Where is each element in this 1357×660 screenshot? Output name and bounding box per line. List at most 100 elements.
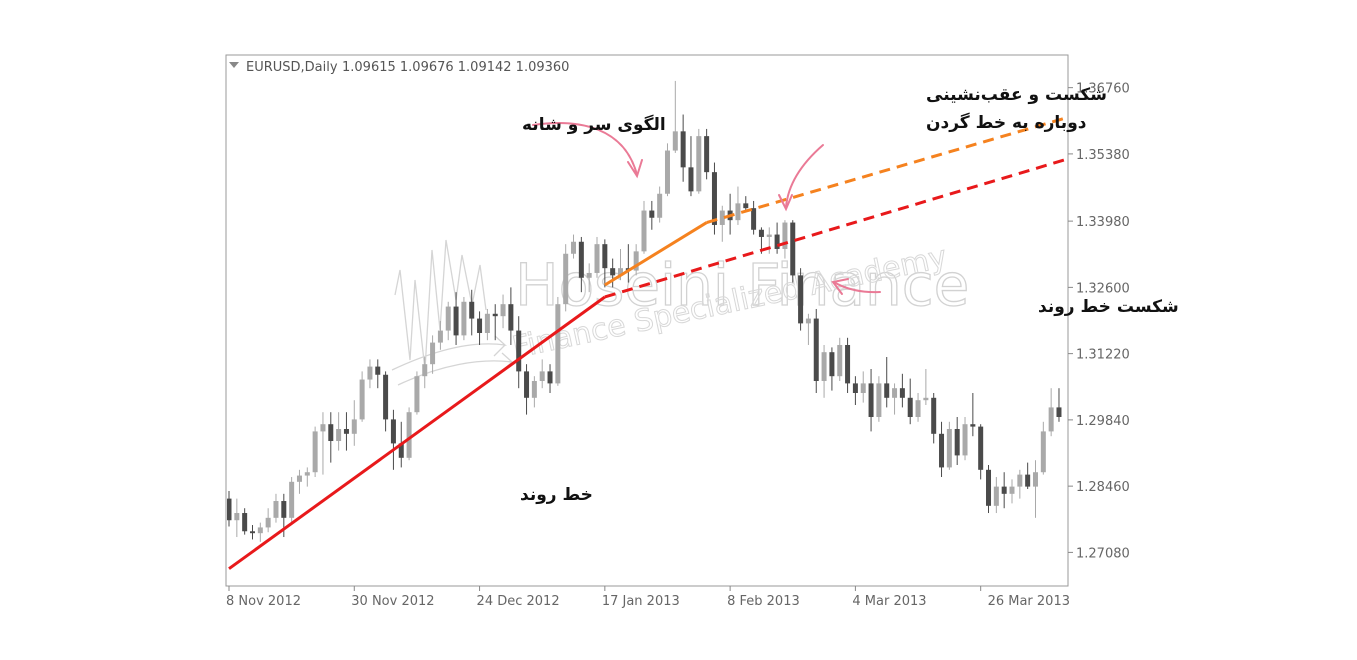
candle xyxy=(711,162,717,235)
candle-body xyxy=(469,301,475,319)
candle-body xyxy=(289,481,295,518)
y-tick-label: 1.35380 xyxy=(1076,148,1130,163)
candle-body xyxy=(242,513,248,532)
x-tick-label: 4 Mar 2013 xyxy=(852,594,926,609)
candle-body xyxy=(343,429,349,434)
candle xyxy=(265,508,271,533)
candle-body xyxy=(610,268,616,276)
candle xyxy=(249,525,255,540)
candle xyxy=(602,239,608,288)
candle-body xyxy=(751,208,757,230)
candle xyxy=(829,347,835,391)
candle xyxy=(899,373,905,408)
candle-body xyxy=(899,388,905,398)
candle xyxy=(430,335,436,374)
candle xyxy=(1056,388,1062,422)
y-tick-label: 1.29840 xyxy=(1076,414,1130,429)
candle-body xyxy=(273,501,279,518)
axis-ticks: 1.36760 1.35380 1.33980 1.32600 1.31220 1.298… xyxy=(226,82,1130,609)
candle-body xyxy=(821,352,827,381)
candle-body xyxy=(978,426,984,470)
candle-body xyxy=(312,431,318,473)
x-tick-label: 30 Nov 2012 xyxy=(351,594,434,609)
candle-body xyxy=(618,268,623,276)
y-tick-label: 1.27080 xyxy=(1076,546,1130,561)
symbol-label: EURUSD,Daily xyxy=(246,60,338,75)
candle xyxy=(555,296,561,386)
candle-body xyxy=(876,383,882,418)
candle xyxy=(453,292,459,345)
candle xyxy=(312,426,318,478)
candle xyxy=(390,409,396,470)
candle-body xyxy=(484,313,490,333)
candle xyxy=(539,359,545,389)
x-tick-label: 24 Dec 2012 xyxy=(477,594,560,609)
trendline xyxy=(228,295,606,570)
candle xyxy=(774,222,780,254)
candle xyxy=(445,301,451,341)
candle-body xyxy=(359,379,365,420)
candle-body xyxy=(563,253,569,305)
candle-body xyxy=(774,234,780,249)
x-tick-label: 8 Nov 2012 xyxy=(226,594,301,609)
candle xyxy=(508,287,514,345)
x-tick-label: 26 Mar 2013 xyxy=(988,594,1070,609)
candle xyxy=(704,128,710,180)
candle-body xyxy=(414,376,420,413)
candle-body xyxy=(704,136,710,173)
candle xyxy=(500,294,506,329)
candle-body xyxy=(555,304,561,384)
candle xyxy=(798,268,804,331)
candle-body xyxy=(829,352,835,377)
candle xyxy=(657,186,663,223)
retest-label-line1: شکست و عقب‌نشینی xyxy=(926,85,1107,105)
candle-body xyxy=(445,306,451,331)
candle-body xyxy=(578,241,584,278)
candle-body xyxy=(970,424,976,427)
candle-body xyxy=(649,210,655,218)
candle xyxy=(351,400,357,446)
candle-body xyxy=(719,210,725,225)
candle-body xyxy=(367,366,373,380)
candle xyxy=(946,421,952,470)
candle xyxy=(422,356,428,389)
candle xyxy=(931,392,937,444)
candle xyxy=(594,236,600,278)
retest-arrow-icon xyxy=(785,144,824,208)
candle xyxy=(719,205,725,242)
candle xyxy=(970,392,976,437)
candle-body xyxy=(586,272,592,278)
candle-body xyxy=(531,380,537,398)
candle xyxy=(571,234,577,259)
y-tick-label: 1.28460 xyxy=(1076,480,1130,495)
candle xyxy=(915,392,921,422)
candle xyxy=(664,143,670,197)
annotation-arrows xyxy=(532,122,881,295)
candle-body xyxy=(657,193,663,218)
candle xyxy=(868,368,874,432)
candle-body xyxy=(390,419,396,444)
candle xyxy=(641,200,647,254)
candle xyxy=(531,376,537,408)
candle xyxy=(367,359,373,389)
collapse-triangle-icon[interactable] xyxy=(229,62,239,68)
head-shoulders-arrow-icon xyxy=(532,122,638,176)
candle-body xyxy=(304,472,310,476)
neckline xyxy=(604,221,708,287)
candle xyxy=(304,467,310,487)
candle xyxy=(680,114,686,182)
candle-body xyxy=(375,366,381,375)
candle xyxy=(649,200,655,230)
trend-break-arrow-icon xyxy=(833,281,881,294)
candle-body xyxy=(954,429,960,456)
candle xyxy=(907,378,913,425)
candle-body xyxy=(234,513,240,521)
candle xyxy=(1001,472,1007,509)
candle xyxy=(359,371,365,422)
candle xyxy=(234,498,240,538)
candle-body xyxy=(1001,486,1007,494)
candle-body xyxy=(758,229,764,237)
candle-body xyxy=(430,342,436,365)
candle xyxy=(1017,469,1023,499)
candle xyxy=(328,412,334,463)
